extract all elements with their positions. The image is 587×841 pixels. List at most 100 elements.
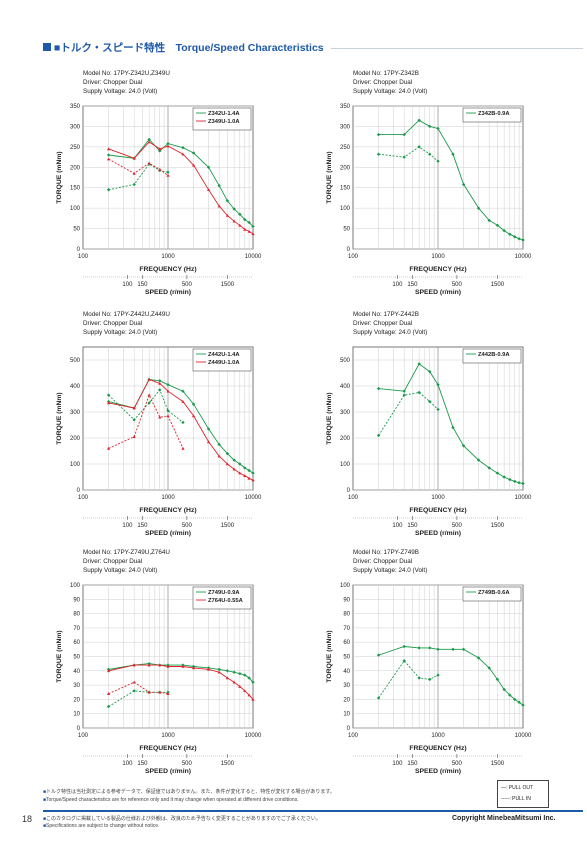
data-point	[232, 458, 236, 462]
data-point	[417, 390, 421, 395]
data-point	[106, 153, 111, 157]
data-point	[191, 151, 196, 155]
speed-tick-label: 150	[137, 761, 148, 767]
x-tick-label: 10000	[515, 254, 532, 260]
x-tick-label: 10000	[245, 254, 262, 260]
data-point	[428, 399, 432, 404]
x-tick-label: 10000	[515, 495, 532, 501]
data-point	[181, 420, 185, 425]
note-bullet-icon: ■	[43, 789, 47, 795]
y-tick-label: 0	[77, 247, 81, 253]
data-point	[376, 386, 381, 391]
data-point	[132, 680, 136, 684]
data-point	[166, 141, 170, 146]
speed-axis-label: SPEED (r/min)	[415, 289, 461, 296]
data-point	[106, 188, 111, 192]
legend-entry: Z342B-0.9A	[478, 111, 510, 117]
data-point	[132, 171, 136, 175]
footer-notes: ■このカタログに掲載している製品の仕様および外観は、改良のため予告なく変更するこ…	[43, 816, 321, 830]
y-tick-label: 50	[73, 227, 80, 233]
y-tick-label: 40	[73, 669, 80, 675]
speed-axis-label: SPEED (r/min)	[145, 530, 191, 537]
x-tick-label: 100	[348, 733, 359, 739]
data-point	[376, 132, 381, 137]
y-tick-label: 350	[70, 104, 81, 110]
data-point	[132, 156, 136, 160]
data-point	[476, 206, 481, 210]
data-point	[517, 700, 521, 704]
y-tick-label: 80	[343, 612, 350, 618]
pull-legend: —: PULL OUT -----: PULL IN	[497, 780, 549, 808]
x-tick-label: 10000	[515, 733, 532, 739]
y-tick-label: 60	[343, 640, 350, 646]
y-tick-label: 200	[70, 436, 81, 442]
model-info-line: Driver: Chopper Dual	[83, 558, 142, 565]
model-info-line: Model No: 17PY-Z749U,Z764U	[83, 549, 170, 556]
data-point	[238, 471, 242, 475]
x-tick-label: 100	[78, 733, 89, 739]
y-tick-label: 300	[340, 124, 351, 130]
legend-entry: Z749B-0.6A	[478, 590, 510, 596]
data-point	[225, 676, 230, 680]
x-tick-label: 1000	[161, 254, 175, 260]
y-tick-label: 10	[343, 712, 350, 718]
data-point	[158, 388, 162, 392]
speed-axis-label: SPEED (r/min)	[415, 530, 461, 537]
y-tick-label: 10	[73, 712, 80, 718]
data-point	[238, 462, 242, 466]
data-point	[181, 400, 185, 403]
y-tick-label: 0	[347, 488, 351, 494]
data-point	[436, 383, 440, 387]
data-point	[428, 677, 432, 682]
y-tick-label: 300	[70, 410, 81, 416]
data-point	[206, 165, 211, 169]
y-axis-label: TORQUE (mNm)	[326, 630, 333, 682]
data-point	[247, 220, 251, 225]
data-point	[217, 454, 221, 458]
y-tick-label: 0	[77, 488, 81, 494]
y-tick-label: 20	[73, 697, 80, 703]
x-axis-label: FREQUENCY (Hz)	[409, 507, 466, 514]
data-point	[166, 414, 170, 418]
data-point	[376, 696, 381, 700]
data-point	[461, 444, 466, 448]
header-rule	[331, 48, 583, 49]
speed-tick-label: 500	[182, 282, 193, 288]
data-point	[191, 402, 196, 406]
y-tick-label: 100	[340, 206, 351, 212]
data-point	[106, 446, 111, 450]
x-tick-label: 1000	[161, 495, 175, 501]
data-point	[206, 667, 211, 671]
data-point	[436, 159, 440, 163]
speed-tick-label: 150	[407, 523, 418, 529]
data-point	[243, 673, 247, 677]
data-point	[428, 370, 432, 374]
chart-legend	[192, 107, 252, 131]
speed-tick-label: 100	[122, 523, 133, 529]
speed-tick-label: 100	[122, 761, 133, 767]
speed-tick-label: 500	[452, 282, 463, 288]
speed-tick-label: 1500	[221, 523, 235, 529]
data-point	[132, 406, 136, 410]
y-tick-label: 70	[343, 626, 350, 632]
data-point	[217, 667, 221, 672]
data-point	[158, 167, 162, 171]
data-point	[251, 478, 255, 482]
model-info-line: Model No: 17PY-Z342B	[353, 70, 419, 77]
data-point	[132, 663, 136, 667]
speed-tick-label: 150	[137, 282, 148, 288]
chart-notes: ■トルク特性は当社測定による参考データで、保証値ではありません。また、条件が変化…	[43, 788, 335, 804]
model-info-line: Driver: Chopper Dual	[83, 320, 142, 327]
chart-z442b: Model No: 17PY-Z442B Driver: Chopper Dual…	[326, 311, 532, 537]
y-tick-label: 100	[70, 206, 81, 212]
y-tick-label: 70	[73, 626, 80, 632]
data-point	[238, 684, 242, 688]
model-info-line: Model No: 17PY-Z342U,Z349U	[83, 70, 170, 77]
data-point	[238, 223, 242, 227]
speed-axis-label: SPEED (r/min)	[145, 768, 191, 775]
x-tick-label: 1000	[431, 733, 445, 739]
data-point	[251, 471, 255, 475]
model-info-line: Model No: 17PY-Z442B	[353, 311, 419, 318]
y-tick-label: 60	[73, 640, 80, 646]
data-point	[166, 409, 170, 413]
